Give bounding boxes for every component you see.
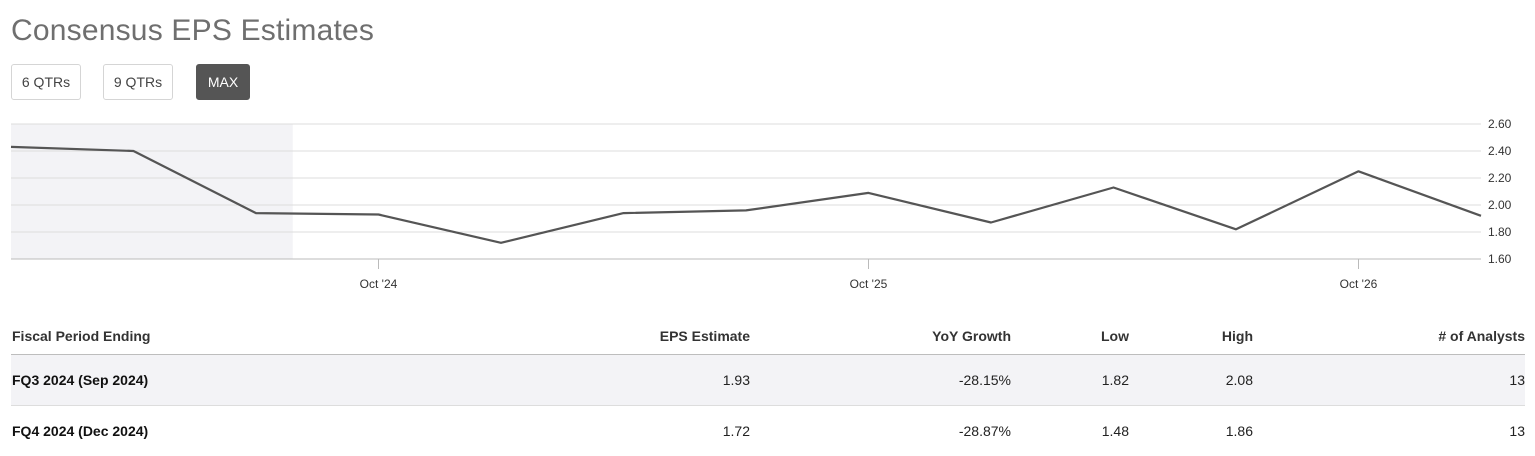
eps-line-chart: 2.60 2.40 2.20 2.00 1.80 1.60 Oct '24 Oct '25 O… xyxy=(10,117,1512,291)
high-cell: 1.86 xyxy=(1225,423,1253,439)
y-tick-label: 2.20 xyxy=(1488,171,1512,185)
column-header-high[interactable]: High xyxy=(1221,328,1253,344)
y-tick-label: 2.60 xyxy=(1488,117,1512,131)
table-row: FQ4 2024 (Dec 2024) 1.72 -28.87% 1.48 1.… xyxy=(11,406,1525,456)
table-row: FQ3 2024 (Sep 2024) 1.93 -28.15% 1.82 2.… xyxy=(11,355,1525,406)
range-max-button[interactable]: MAX xyxy=(196,64,250,100)
reported-period-shade xyxy=(11,124,293,259)
period-cell: FQ3 2024 (Sep 2024) xyxy=(12,372,149,388)
low-cell: 1.82 xyxy=(1101,372,1129,388)
range-6-qtrs-button[interactable]: 6 QTRs xyxy=(11,64,81,100)
column-header-low[interactable]: Low xyxy=(1101,328,1129,344)
low-cell: 1.48 xyxy=(1101,423,1129,439)
yoy-cell: -28.87% xyxy=(958,423,1011,439)
table-header-row: Fiscal Period Ending EPS Estimate YoY Gr… xyxy=(11,318,1525,355)
column-header-eps[interactable]: EPS Estimate xyxy=(659,328,750,344)
column-header-analysts[interactable]: # of Analysts xyxy=(1438,328,1525,344)
yoy-cell: -28.15% xyxy=(958,372,1011,388)
y-tick-label: 1.60 xyxy=(1488,252,1512,266)
eps-estimates-table: Fiscal Period Ending EPS Estimate YoY Gr… xyxy=(11,318,1525,456)
analysts-cell: 13 xyxy=(1509,423,1525,439)
eps-cell: 1.93 xyxy=(722,372,750,388)
high-cell: 2.08 xyxy=(1225,372,1253,388)
y-tick-label: 2.00 xyxy=(1488,198,1512,212)
y-tick-label: 2.40 xyxy=(1488,144,1512,158)
column-header-yoy[interactable]: YoY Growth xyxy=(932,328,1011,344)
x-tick-label: Oct '25 xyxy=(850,277,888,291)
x-tick-label: Oct '24 xyxy=(360,277,398,291)
y-tick-label: 1.80 xyxy=(1488,225,1512,239)
column-header-period[interactable]: Fiscal Period Ending xyxy=(12,328,151,344)
period-cell: FQ4 2024 (Dec 2024) xyxy=(12,423,149,439)
x-tick-label: Oct '26 xyxy=(1340,277,1378,291)
range-9-qtrs-button[interactable]: 9 QTRs xyxy=(103,64,173,100)
eps-series-line xyxy=(10,145,1482,244)
analysts-cell: 13 xyxy=(1509,372,1525,388)
eps-cell: 1.72 xyxy=(722,423,750,439)
page-title: Consensus EPS Estimates xyxy=(11,14,375,47)
